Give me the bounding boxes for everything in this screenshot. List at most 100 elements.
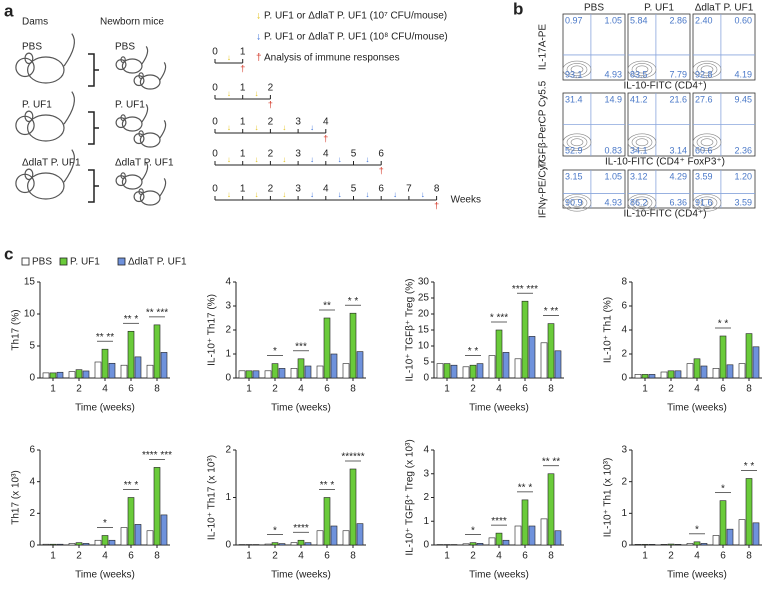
timeline-label: 7: [406, 184, 412, 195]
legend-label: P. UF1 or ΔdlaT P. UF1 (10⁸ CFU/mouse): [264, 32, 448, 43]
significance-stars: * *: [468, 346, 479, 357]
bar: [489, 538, 495, 545]
bar: [555, 351, 561, 378]
y-tick-label: 6: [621, 301, 627, 312]
significance-stars: ****: [293, 523, 309, 534]
bar: [649, 374, 655, 378]
bar: [555, 531, 561, 545]
analysis-mark: †: [268, 99, 273, 109]
legend-symbol: †: [256, 53, 262, 64]
significance-stars: * ***: [490, 313, 508, 324]
significance-stars: ******: [341, 452, 364, 463]
quadrant-value: 5.84: [630, 15, 648, 25]
bar: [642, 544, 648, 545]
dose-arrow: ↓: [310, 155, 314, 164]
bar: [69, 372, 75, 378]
y-axis-label: IL-10⁺ Th17 (x 10³): [207, 455, 218, 540]
x-tick-label: 6: [522, 551, 528, 562]
bar: [154, 467, 160, 545]
bracket: [88, 54, 99, 86]
mouse-drawing: [134, 178, 166, 205]
bar: [357, 524, 363, 545]
quadrant-value: 3.12: [630, 171, 648, 181]
significance-stars: ** *: [320, 480, 335, 491]
legend-label: ΔdlaT P. UF1: [128, 257, 187, 268]
timeline-label: 1: [240, 117, 246, 128]
y-tick-label: 15: [24, 277, 36, 288]
y-tick-label: 1: [423, 516, 429, 527]
bar: [548, 324, 554, 378]
timeline-label: 1: [240, 149, 246, 160]
analysis-mark: †: [240, 63, 245, 73]
x-tick-label: 2: [76, 384, 82, 395]
dose-arrow: ↓: [255, 123, 259, 132]
dam-label: PBS: [22, 42, 42, 53]
bar: [83, 543, 89, 545]
quadrant-value: 2.36: [734, 145, 752, 155]
x-tick-label: 1: [246, 384, 252, 395]
x-tick-label: 4: [298, 384, 304, 395]
bar: [57, 544, 63, 545]
bar: [694, 542, 700, 545]
bar: [272, 364, 278, 378]
bar: [515, 359, 521, 378]
quadrant-value: 4.29: [669, 171, 687, 181]
timeline-label: 1: [240, 47, 246, 58]
y-axis-label: Th17 (%): [11, 309, 22, 350]
significance-stars: *: [721, 483, 725, 494]
quadrant-value: 2.86: [669, 15, 687, 25]
timeline-label: 5: [351, 149, 357, 160]
timeline-label: 0: [212, 47, 218, 58]
significance-stars: ****: [491, 516, 507, 527]
bar: [128, 498, 134, 546]
dam-label: P. UF1: [22, 100, 52, 111]
bar: [317, 531, 323, 545]
bar: [701, 543, 707, 545]
timeline-label: 0: [212, 184, 218, 195]
mouse-drawing: [134, 62, 166, 89]
dose-arrow: ↓: [310, 123, 314, 132]
x-tick-label: 1: [50, 384, 56, 395]
bar: [121, 528, 127, 545]
dose-arrow: ↓: [310, 190, 314, 199]
legend-swatch: [22, 258, 29, 265]
bar: [350, 469, 356, 545]
significance-stars: *: [103, 518, 107, 529]
y-tick-label: 0: [621, 540, 627, 551]
quadrant-value: 92.8: [695, 69, 713, 79]
x-tick-label: 1: [642, 551, 648, 562]
bar: [305, 366, 311, 378]
bar: [503, 352, 509, 378]
x-tick-label: 8: [548, 384, 554, 395]
bar: [541, 343, 547, 378]
bar: [83, 371, 89, 378]
significance-stars: * **: [544, 306, 559, 317]
bar: [246, 371, 252, 378]
quadrant-value: 21.6: [669, 94, 687, 104]
bar: [753, 347, 759, 378]
quadrant-value: 3.14: [669, 145, 687, 155]
bar: [463, 544, 469, 545]
bar: [463, 367, 469, 378]
bar: [265, 544, 271, 545]
quadrant-value: 7.79: [669, 69, 687, 79]
timeline-label: 8: [434, 184, 440, 195]
legend-label: P. UF1 or ΔdlaT P. UF1 (10⁷ CFU/mouse): [264, 11, 447, 22]
legend-label: PBS: [32, 257, 52, 268]
x-tick-label: 8: [154, 384, 160, 395]
x-axis-label: Time (weeks): [75, 403, 135, 414]
x-tick-label: 8: [746, 384, 752, 395]
bar: [154, 325, 160, 378]
legend-swatch: [118, 258, 125, 265]
x-tick-label: 1: [444, 551, 450, 562]
x-axis-label: Time (weeks): [469, 570, 529, 581]
bar: [541, 519, 547, 545]
quadrant-value: 4.19: [734, 69, 752, 79]
bar: [720, 336, 726, 378]
bar: [357, 352, 363, 378]
x-tick-label: 2: [668, 384, 674, 395]
bar: [121, 365, 127, 378]
bar: [451, 365, 457, 378]
bar: [503, 540, 509, 545]
